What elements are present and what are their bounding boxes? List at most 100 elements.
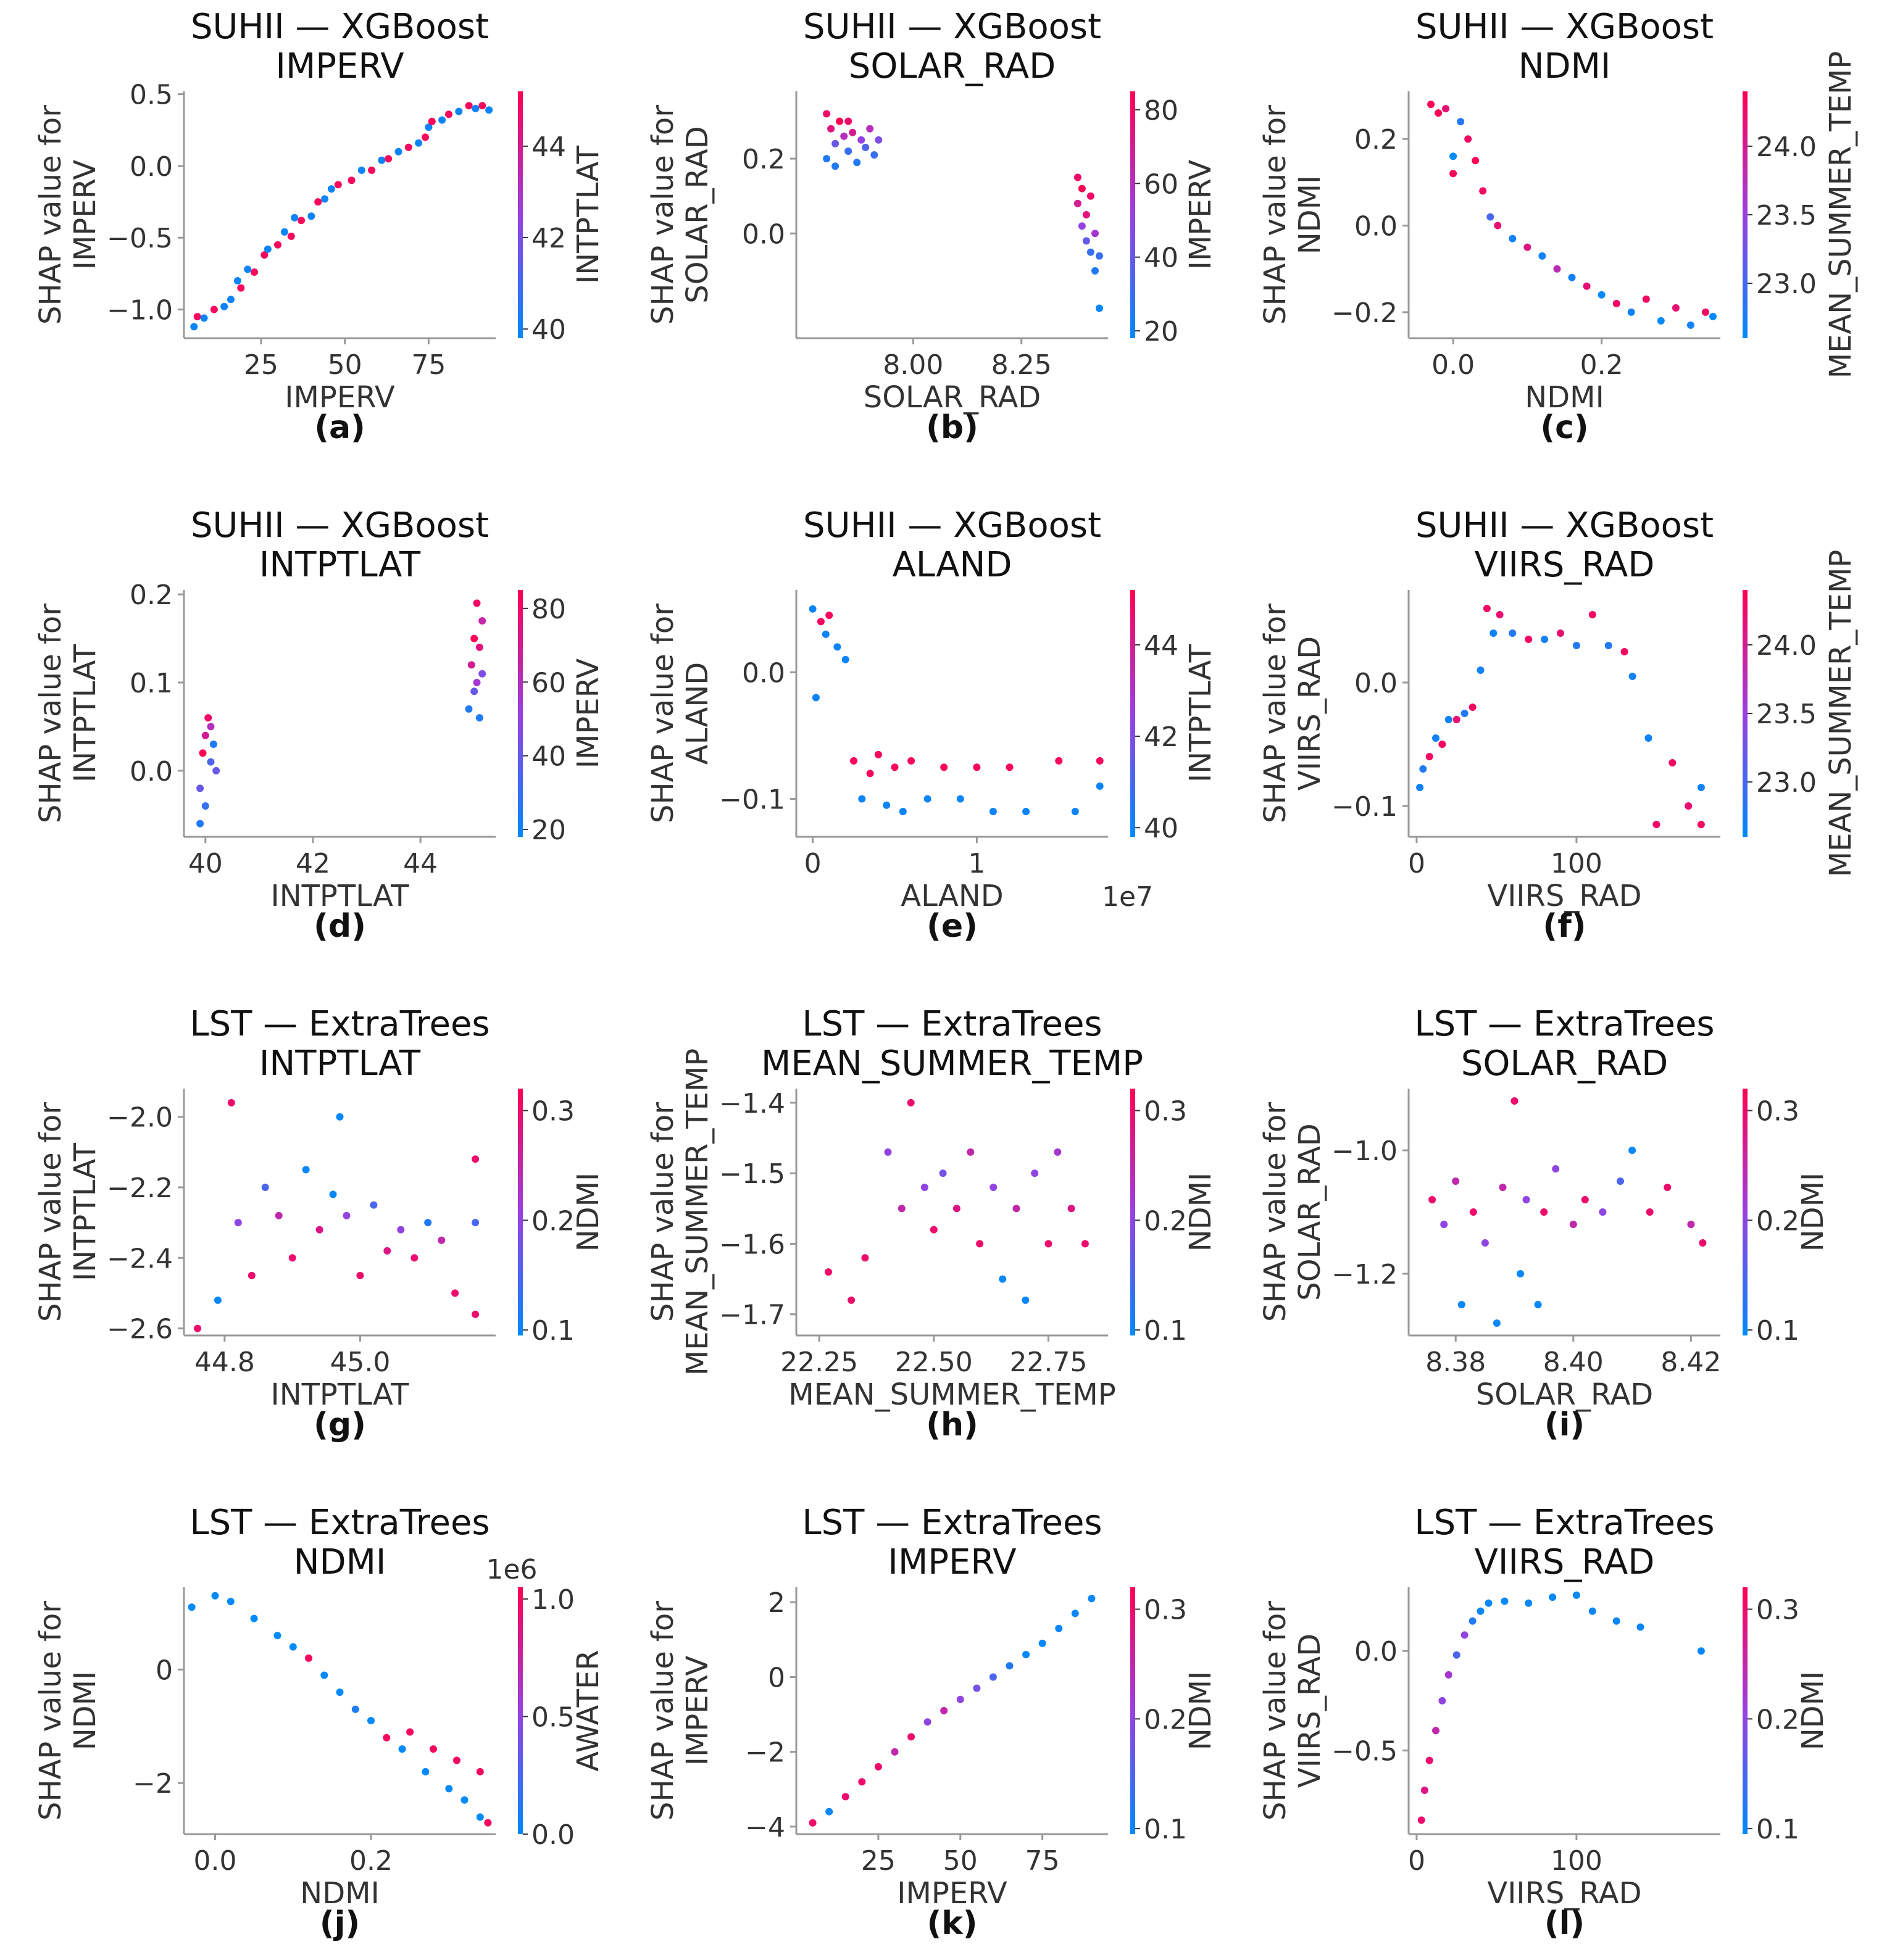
data-point (406, 1728, 414, 1736)
y-axis-label-line: IMPERV (68, 160, 102, 270)
data-point (1432, 734, 1439, 742)
data-point (1081, 1240, 1089, 1248)
data-point (1617, 1177, 1624, 1185)
y-tick-label: 0.5 (130, 80, 173, 111)
data-point (260, 251, 269, 259)
data-point (415, 139, 423, 147)
colorbar-label: NDMI (571, 1173, 606, 1252)
y-tick-label: 0.2 (742, 144, 785, 175)
data-point (356, 1271, 364, 1279)
data-point (196, 784, 204, 792)
y-tick-label: 0.0 (130, 151, 173, 183)
data-point (940, 763, 948, 771)
data-point (1452, 716, 1460, 723)
data-point (831, 162, 840, 170)
x-tick-label: 25 (244, 349, 278, 381)
data-point (1460, 1631, 1469, 1639)
data-point (1687, 1221, 1695, 1228)
data-point (1483, 605, 1491, 612)
y-tick-label: −2.2 (107, 1173, 173, 1204)
data-point (898, 1205, 906, 1213)
colorbar-label: NDMI (1183, 1173, 1218, 1252)
data-point (1438, 741, 1446, 748)
data-point (275, 1211, 283, 1219)
data-point (1031, 1169, 1039, 1177)
panel-subtitle: SOLAR_RAD (1461, 1044, 1668, 1084)
y-axis-label: SHAP value forSOLAR_RAD (1258, 1102, 1327, 1322)
data-point (1452, 1651, 1460, 1659)
data-point (452, 1756, 460, 1764)
y-axis-label-line: VIIRS_RAD (1293, 1634, 1327, 1788)
data-point (305, 1654, 312, 1662)
colorbar-tick-label: 23.5 (1756, 699, 1817, 730)
data-point (1054, 1148, 1062, 1156)
data-point (923, 795, 931, 803)
data-point (1599, 1208, 1607, 1216)
y-tick-label: −1.4 (719, 1088, 785, 1119)
data-point (422, 1767, 430, 1775)
data-point (1425, 753, 1433, 760)
y-tick-label: −2 (745, 1737, 785, 1769)
data-point (1472, 157, 1480, 165)
data-point (1481, 1239, 1489, 1247)
colorbar (518, 1089, 523, 1335)
data-point (478, 617, 486, 625)
data-point (1669, 759, 1677, 766)
data-point (470, 687, 478, 696)
data-point (1646, 1208, 1654, 1216)
y-tick-label: 0.0 (742, 657, 785, 689)
y-tick-label: 0.0 (1354, 1636, 1398, 1667)
y-tick-label: −0.5 (107, 223, 173, 254)
colorbar-tick-label: 44 (1144, 630, 1178, 662)
data-point (1457, 1301, 1465, 1308)
data-point (428, 117, 436, 125)
y-axis-label-line: SHAP value for (646, 1102, 680, 1322)
data-point (274, 241, 281, 249)
data-point (952, 1205, 960, 1213)
data-point (201, 731, 209, 739)
x-tick-label: 50 (328, 349, 362, 381)
x-tick-label: 45.0 (330, 1347, 390, 1378)
data-point (1568, 273, 1576, 281)
data-point (1419, 765, 1427, 773)
data-point (1509, 235, 1517, 243)
panel-caption: (g) (314, 1406, 366, 1443)
data-point (891, 763, 899, 771)
data-point (884, 1148, 892, 1156)
data-point (999, 1275, 1007, 1283)
data-point (809, 1819, 817, 1827)
y-tick-label: −1.0 (107, 294, 173, 326)
data-point (1469, 704, 1477, 711)
data-point (470, 634, 478, 642)
panel-title: LST — ExtraTrees (802, 1503, 1102, 1543)
data-point (1091, 230, 1099, 238)
data-point (484, 1819, 492, 1827)
data-point (989, 808, 997, 815)
y-axis-label: SHAP value forNDMI (1258, 105, 1327, 325)
colorbar-tick-label: 44 (531, 131, 566, 163)
data-point (1699, 1239, 1707, 1247)
x-axis-label: MEAN_SUMMER_TEMP (788, 1377, 1116, 1412)
data-point (1604, 642, 1612, 649)
data-point (1583, 282, 1591, 290)
data-point (1627, 308, 1635, 316)
colorbar-label: NDMI (1183, 1671, 1218, 1750)
data-point (1073, 173, 1081, 181)
panel-subtitle: NDMI (1519, 46, 1611, 86)
panel-title: LST — ExtraTrees (1414, 1503, 1714, 1543)
data-point (866, 770, 874, 778)
data-point (1444, 716, 1452, 723)
data-point (1489, 629, 1498, 637)
panel-caption: (k) (927, 1905, 977, 1942)
data-point (1457, 118, 1465, 126)
data-point (1549, 1593, 1557, 1601)
x-axis-label: VIIRS_RAD (1487, 879, 1641, 913)
colorbar-tick-label: 1.0 (531, 1584, 575, 1616)
data-point (1657, 317, 1665, 325)
x-tick-label: 0.0 (194, 1845, 237, 1877)
data-point (1096, 757, 1104, 765)
data-point (368, 166, 376, 174)
data-point (1435, 109, 1443, 117)
x-axis-label: IMPERV (285, 380, 395, 415)
data-point (465, 102, 473, 110)
